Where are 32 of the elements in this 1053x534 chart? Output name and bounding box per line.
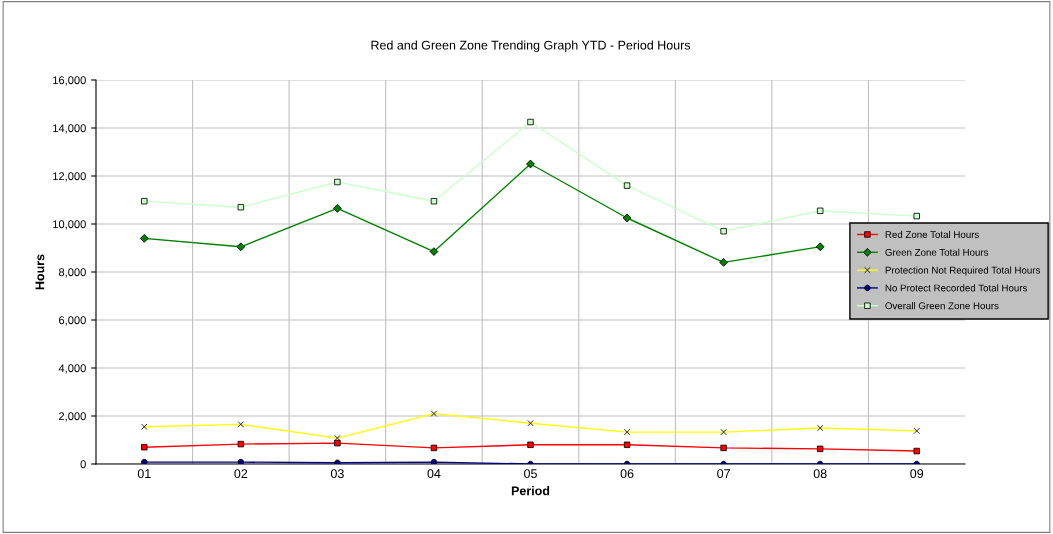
x-tick-label: 01 xyxy=(137,469,151,479)
y-tick-label: 8,000 xyxy=(58,268,86,278)
y-tick-label: 10,000 xyxy=(53,220,86,230)
point xyxy=(816,445,824,453)
y-tick-label: 4,000 xyxy=(58,364,86,374)
y-tick-label: 12,000 xyxy=(53,172,86,182)
x-tick-label: 04 xyxy=(427,469,441,479)
y-tick-label: 0 xyxy=(80,460,86,469)
x-tick-label: 08 xyxy=(813,469,827,479)
x-tick-label: 07 xyxy=(717,469,730,479)
legend-label: Protection Not Required Total Hours xyxy=(885,266,1041,276)
legend-label: Red Zone Total Hours xyxy=(885,230,979,238)
point xyxy=(430,444,438,452)
legend-label: Overall Green Zone Hours xyxy=(885,302,999,310)
x-tick-label: 06 xyxy=(620,469,634,479)
y-tick-label: 6,000 xyxy=(59,316,86,326)
x-tick-label: 09 xyxy=(910,469,924,479)
point xyxy=(237,204,245,211)
point xyxy=(913,212,920,220)
chart-title: Red and Green Zone Trending Graph YTD - Period Hours xyxy=(371,40,691,53)
x-tick-label: 02 xyxy=(234,469,248,479)
legend-label: No Protect Recorded Total Hours xyxy=(885,284,1028,292)
x-tick-label: 03 xyxy=(330,469,344,479)
x-axis-title: Period xyxy=(511,486,550,496)
y-tick-label: 16,000 xyxy=(53,76,86,86)
y-axis-title: Hours xyxy=(35,254,45,290)
y-tick-label: 2,000 xyxy=(59,412,86,422)
legend-label: Green Zone Total Hours xyxy=(885,248,989,256)
point xyxy=(430,198,438,205)
y-tick-label: 14,000 xyxy=(53,124,86,134)
x-tick-label: 05 xyxy=(524,469,537,479)
point xyxy=(913,447,920,455)
